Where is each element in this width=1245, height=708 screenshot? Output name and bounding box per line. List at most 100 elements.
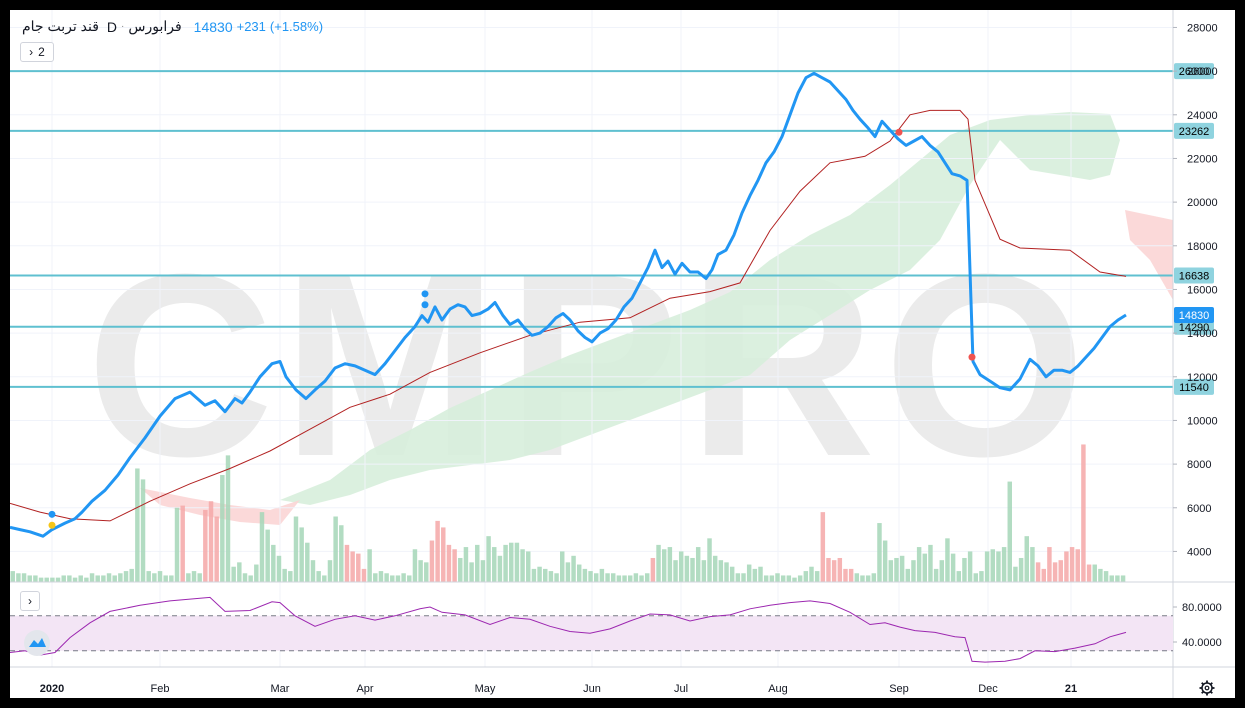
volume-bar	[537, 566, 542, 582]
volume-bar	[1001, 547, 1007, 582]
volume-bar	[197, 573, 202, 582]
volume-bar	[140, 479, 146, 582]
volume-bar	[101, 575, 106, 582]
volume-bar	[1064, 551, 1069, 582]
price-axis[interactable]: 4000 6000 8000 10000 12000 14000 16000 18000 200…	[1173, 22, 1218, 558]
volume-bar	[996, 551, 1001, 582]
volume-bar	[503, 544, 508, 582]
volume-bar	[633, 573, 639, 582]
volume-bar	[1120, 575, 1126, 582]
volume-bar	[984, 551, 990, 582]
symbol-header[interactable]: قند تربت جام D · فرابورس 14830 +231 (+1.…	[22, 18, 323, 35]
volume-bar	[384, 573, 389, 582]
volume-bar	[1092, 564, 1097, 582]
level-tag-label: 26000	[1179, 66, 1210, 78]
volume-bar	[27, 575, 32, 582]
x-tick-label: Jul	[674, 683, 688, 695]
volume-bar	[163, 575, 168, 582]
volume-bar	[588, 571, 593, 582]
x-tick-label: May	[475, 683, 496, 695]
volume-bar	[571, 555, 576, 582]
volume-bar	[1018, 557, 1024, 582]
interval-label[interactable]: D	[106, 18, 118, 35]
signal-marker	[48, 510, 56, 518]
volume-bar	[741, 573, 746, 582]
volume-bar	[305, 542, 310, 582]
volume-bar	[650, 557, 656, 582]
volume-bar	[1058, 560, 1063, 582]
volume-bar	[854, 573, 860, 582]
volume-bar	[169, 575, 174, 582]
volume-bar	[10, 571, 15, 582]
level-tag	[1174, 122, 1214, 139]
volume-bar	[203, 509, 208, 582]
volume-bar	[435, 520, 440, 582]
volume-bar	[1075, 549, 1080, 582]
volume-bar	[418, 560, 423, 582]
volume-bar	[152, 573, 157, 582]
volume-bar	[916, 547, 922, 582]
volume-bar	[712, 555, 718, 582]
volume-bar	[729, 566, 735, 582]
y-tick-label: 28000	[1187, 22, 1218, 34]
chevron-right-icon: ›	[28, 594, 32, 608]
volume-bar	[933, 568, 939, 582]
volume-bar	[174, 507, 180, 582]
volume-bar	[44, 577, 49, 582]
volume-bar	[911, 560, 916, 582]
volume-bar	[378, 571, 384, 582]
volume-bar	[837, 557, 843, 582]
last-price-tag	[1174, 306, 1214, 323]
price-change: +231	[236, 19, 266, 34]
volume-bar	[678, 551, 684, 582]
volume-bar	[55, 577, 61, 582]
volume-bar	[191, 571, 197, 582]
volume-bar	[475, 544, 480, 582]
volume-bar	[554, 573, 559, 582]
chevron-right-icon: ›	[29, 45, 34, 59]
volume-bar	[945, 538, 950, 582]
volume-bar	[877, 523, 882, 582]
expand-pane-button[interactable]: ›	[20, 591, 40, 611]
volume-bar	[208, 501, 214, 582]
volume-bar	[129, 568, 134, 582]
volume-bar	[106, 573, 112, 582]
volume-bar	[480, 560, 486, 582]
x-tick-label: 2020	[40, 683, 64, 695]
y-tick-label: 26000	[1187, 66, 1218, 78]
rsi-axis[interactable]: 40.0000 80.0000	[1173, 602, 1222, 649]
volume-bar	[962, 557, 967, 582]
collapse-indicators-button[interactable]: › 2	[20, 42, 54, 62]
x-tick-label: 21	[1065, 683, 1077, 695]
symbol-name[interactable]: قند تربت جام	[22, 18, 99, 34]
volume-bar	[248, 575, 253, 582]
volume-bar	[50, 577, 55, 582]
volume-bar	[395, 575, 401, 582]
volume-bar	[724, 562, 729, 582]
volume-bar	[520, 549, 525, 582]
volume-bar	[339, 525, 344, 582]
volume-bar	[350, 551, 355, 582]
horizontal-levels[interactable]: 26000 23262 16638 14290 11540 14830	[10, 63, 1214, 395]
signal-marker	[895, 128, 903, 136]
volume-bar	[1007, 481, 1013, 582]
x-tick-label: Sep	[889, 683, 909, 695]
volume-bar	[894, 557, 899, 582]
indicator-count: 2	[38, 45, 45, 59]
volume-bar	[1103, 571, 1109, 582]
volume-bar	[814, 571, 820, 582]
gear-icon[interactable]	[1199, 680, 1215, 696]
volume-bar	[463, 547, 469, 582]
time-axis[interactable]: 2020 Feb Mar Apr May Jun Jul Aug Sep Dec 21	[40, 683, 1077, 695]
volume-bar	[882, 540, 888, 582]
volume-bar	[412, 549, 418, 582]
volume-bar	[67, 575, 72, 582]
volume-bar	[831, 560, 837, 582]
x-tick-label: Aug	[768, 683, 788, 695]
volume-bar	[701, 560, 707, 582]
level-tag	[1174, 63, 1214, 80]
rsi-series[interactable]	[10, 596, 1127, 663]
price-series[interactable]	[10, 71, 1127, 538]
